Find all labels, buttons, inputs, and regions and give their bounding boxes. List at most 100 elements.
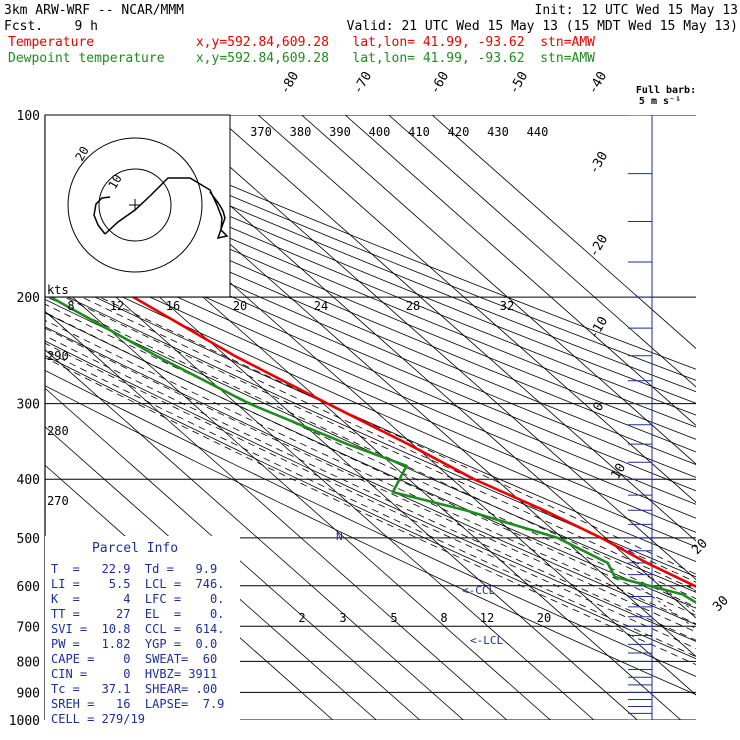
theta-label: 380	[290, 125, 312, 139]
moist-adiabat-line	[64, 296, 696, 591]
dry-adiabat-line	[45, 167, 696, 440]
dry-adiabat-line	[45, 125, 696, 393]
dry-adiabat-line	[45, 235, 696, 519]
hodograph-units: kts	[47, 283, 69, 297]
hodograph-speed-label: 32	[500, 299, 514, 313]
isotherm-label: -60	[427, 69, 452, 97]
dry-adiabat-line	[45, 340, 696, 642]
pressure-label: 700	[17, 620, 40, 635]
isotherm-label: -40	[585, 69, 610, 97]
dry-adiabat-line	[45, 298, 696, 593]
isotherm-line	[388, 115, 696, 388]
mixing-ratio-label: 8	[440, 611, 447, 625]
dry-adiabat-label: 280	[47, 424, 69, 438]
theta-label: 420	[448, 125, 470, 139]
theta-label: 410	[408, 125, 430, 139]
parcel-row: SREH = 16 LAPSE= 7.9	[51, 697, 224, 711]
temperature-legend: Temperature x,y=592.84,609.28 lat,lon= 4…	[8, 35, 595, 50]
parcel-info-panel: Parcel Info T = 22.9 Td = 9.9 LI = 5.5 L…	[45, 536, 240, 726]
isotherm-line	[301, 115, 696, 465]
dry-adiabat-line	[45, 369, 696, 677]
dry-adiabat-line	[45, 146, 696, 416]
dry-adiabat-line	[45, 326, 696, 626]
sounding-annotation: <-CCL	[462, 584, 495, 597]
moist-adiabat-line	[81, 296, 696, 583]
isotherm-label: 30	[710, 593, 732, 615]
parcel-row: CELL = 279/19	[51, 712, 145, 726]
mixing-ratio-label: 5	[390, 611, 397, 625]
hodograph-frame	[44, 114, 231, 298]
hodograph-ring-outer	[67, 137, 203, 273]
theta-label: 400	[369, 125, 391, 139]
theta-label: 390	[329, 125, 351, 139]
isotherm-line	[45, 233, 595, 720]
parcel-row: T = 22.9 Td = 9.9	[51, 562, 217, 576]
hodograph-speed-label: 24	[314, 299, 328, 313]
hodograph-speed-label: 20	[233, 299, 247, 313]
barb-key-title: Full barb:	[636, 85, 696, 96]
pressure-label: 600	[17, 580, 40, 595]
isotherm-line	[45, 310, 508, 720]
init-time: Init: 12 UTC Wed 15 May 13	[535, 3, 739, 18]
mixing-ratio-label: 20	[537, 611, 551, 625]
dry-adiabat-line	[45, 211, 696, 492]
isotherm-line	[45, 272, 551, 720]
mixing-ratio-line	[637, 585, 696, 630]
pressure-label: 100	[17, 109, 40, 124]
dry-adiabat-line	[45, 247, 696, 533]
dry-adiabat-line	[45, 135, 696, 404]
forecast-hour: Fcst. 9 h	[4, 19, 98, 34]
isotherm-line	[170, 115, 696, 580]
parcel-row: Tc = 37.1 SHEAR= .00	[51, 682, 217, 696]
moist-adiabat-line	[99, 296, 696, 575]
pressure-label: 300	[17, 398, 40, 413]
dewpoint-legend: Dewpoint temperature x,y=592.84,609.28 l…	[8, 51, 595, 66]
dry-adiabat-line	[45, 285, 696, 578]
dewpoint-curve	[45, 292, 696, 605]
isotherm-line	[344, 115, 696, 426]
hodograph-speed-label: 16	[166, 299, 180, 313]
isotherm-line	[45, 426, 377, 720]
dry-adiabat-line	[45, 260, 696, 548]
sounding-annotation: N	[336, 530, 343, 543]
dry-adiabat-label: 290	[47, 349, 69, 363]
parcel-info-background	[45, 536, 240, 720]
pressure-label: 900	[17, 686, 40, 701]
hodograph-trace-low	[93, 196, 111, 235]
isotherm-label: -80	[277, 69, 302, 97]
sounding-curves	[45, 208, 696, 605]
parcel-row: PW = 1.82 YGP = 0.0	[51, 637, 217, 651]
parcel-row: SVI = 10.8 CCL = 614.	[51, 622, 224, 636]
isotherm-line	[45, 349, 464, 720]
dry-adiabat-line	[64, 115, 696, 370]
isotherm-label: -70	[350, 69, 375, 97]
dry-adiabat-line	[45, 272, 696, 563]
isotherm-line	[127, 115, 696, 619]
dry-adiabat-line	[45, 178, 696, 453]
dry-adiabat-line	[45, 385, 696, 696]
sounding-annotation: <-LCL	[470, 634, 503, 647]
hodograph-trace	[104, 177, 229, 240]
mixing-ratio-label: 2	[298, 611, 305, 625]
mixing-ratio-lines	[637, 585, 696, 630]
axis-labels: 100 200 300 400 500 600 700 800 900 1000 -80 -70 -60…	[9, 69, 732, 729]
pressure-label: 800	[17, 655, 40, 670]
isotherm-label: 10	[608, 461, 629, 482]
hodograph-speed-label: 28	[406, 299, 420, 313]
theta-label: 370	[250, 125, 272, 139]
hodo-ring-label-10: 10	[105, 172, 124, 192]
theta-label: 440	[527, 125, 549, 139]
parcel-row: TT = 27 EL = 0.	[51, 607, 224, 621]
parcel-row: CAPE = 0 SWEAT= 60	[51, 652, 217, 666]
dry-adiabat-line	[45, 156, 696, 428]
dry-adiabat-line	[45, 312, 696, 609]
mixing-ratio-label: 3	[339, 611, 346, 625]
hodograph-inset: 10 20	[44, 114, 231, 298]
isotherm-line	[431, 115, 696, 349]
dry-adiabat-line	[45, 200, 696, 478]
dry-adiabat-label: 270	[47, 494, 69, 508]
pressure-label: 500	[17, 532, 40, 547]
isotherm-line	[45, 387, 421, 720]
hodograph-ring-inner	[98, 168, 172, 242]
